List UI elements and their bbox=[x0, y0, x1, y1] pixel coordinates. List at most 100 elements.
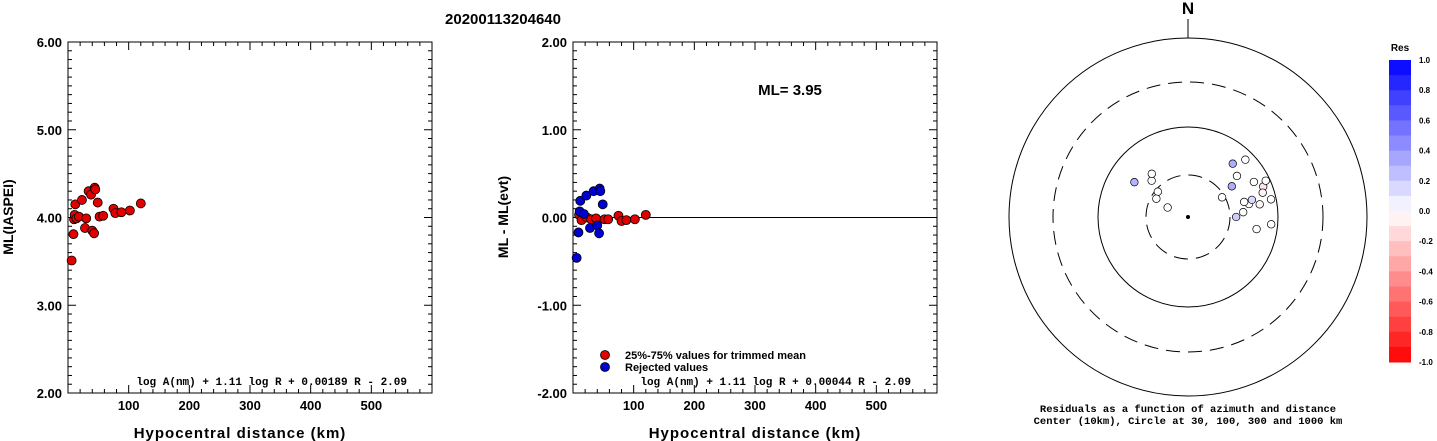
data-point bbox=[116, 207, 127, 218]
colorbar-tick-label: -0.4 bbox=[1419, 267, 1433, 276]
data-points-2 bbox=[571, 183, 651, 263]
data-point bbox=[603, 214, 614, 225]
colorbar-cell bbox=[1389, 301, 1411, 318]
colorbar-cell bbox=[1389, 256, 1411, 272]
colorbar: Res 1.0 0.8 0.6 0.4 0.2 0.0 -0.2 -0.4 -0.6 -0.8 -1… bbox=[1389, 43, 1433, 367]
colorbar-title: Res bbox=[1391, 43, 1410, 54]
colorbar-cell bbox=[1389, 120, 1411, 136]
colorbar-tick-label: 0.2 bbox=[1419, 177, 1431, 186]
x-axis-label-1: Hypocentral distance (km) bbox=[134, 425, 347, 441]
colorbar-cell bbox=[1389, 75, 1411, 91]
data-point bbox=[92, 197, 103, 208]
north-label: N bbox=[1182, 0, 1194, 18]
data-point bbox=[640, 209, 651, 220]
colorbar-cell bbox=[1389, 135, 1411, 152]
station-marker bbox=[1153, 187, 1162, 196]
data-point bbox=[629, 214, 640, 225]
station-marker bbox=[1232, 171, 1242, 181]
colorbar-tick-label: -1.0 bbox=[1419, 358, 1433, 367]
station-points bbox=[1130, 155, 1276, 234]
polar-caption-2: Center (10km), Circle at 30, 100, 300 an… bbox=[1034, 416, 1343, 428]
chart-title: 20200113204640 bbox=[445, 11, 561, 28]
panel-residual-vs-distance: 100 200 300 400 500 2.00 1.00 0.00 -1.00 -2.00 ML… bbox=[495, 35, 938, 441]
colorbar-cell bbox=[1389, 211, 1411, 227]
axis-ticks-1: 100 200 300 400 500 6.00 5.00 4.00 3.00 2.00 bbox=[37, 35, 433, 413]
x-tick-label: 500 bbox=[360, 398, 382, 413]
legend-marker-trimmed bbox=[600, 350, 610, 360]
ml-value-label: ML= 3.95 bbox=[758, 82, 822, 99]
colorbar-cell bbox=[1389, 271, 1411, 287]
x-tick-label: 100 bbox=[623, 398, 645, 413]
colorbar-cell bbox=[1389, 90, 1411, 106]
plot-frame-1 bbox=[67, 41, 433, 394]
x-tick-label: 400 bbox=[805, 398, 827, 413]
colorbar-ticks: 1.0 0.8 0.6 0.4 0.2 0.0 -0.2 -0.4 -0.6 -0.8 -1.0 bbox=[1419, 56, 1433, 367]
station-marker bbox=[1241, 155, 1250, 164]
data-point bbox=[66, 255, 77, 266]
y-tick-label: 5.00 bbox=[37, 123, 62, 138]
data-point bbox=[573, 227, 584, 238]
y-tick-label: -1.00 bbox=[537, 298, 567, 313]
station-marker bbox=[1249, 177, 1259, 187]
colorbar-tick-label: 1.0 bbox=[1419, 56, 1431, 65]
colorbar-cell bbox=[1389, 105, 1411, 121]
colorbar-cell bbox=[1389, 331, 1411, 348]
colorbar-tick-label: 0.8 bbox=[1419, 86, 1431, 95]
x-tick-label: 400 bbox=[300, 398, 322, 413]
ring-300km bbox=[1052, 81, 1324, 353]
data-point bbox=[135, 198, 146, 209]
data-points-1 bbox=[66, 182, 146, 266]
legend-marker-rejected bbox=[600, 362, 610, 372]
x-axis-label-2: Hypocentral distance (km) bbox=[649, 425, 862, 441]
colorbar-cell bbox=[1389, 180, 1411, 197]
x-tick-label: 200 bbox=[178, 398, 200, 413]
station-marker bbox=[1247, 195, 1257, 205]
colorbar-cell bbox=[1389, 195, 1411, 212]
legend-label-rejected: Rejected values bbox=[625, 362, 708, 374]
ring-100km bbox=[1097, 126, 1279, 308]
data-point bbox=[98, 210, 109, 221]
station-marker bbox=[1217, 193, 1227, 202]
data-point bbox=[77, 195, 87, 205]
data-point bbox=[592, 220, 603, 231]
colorbar-cell bbox=[1389, 241, 1411, 257]
y-tick-label: -2.00 bbox=[537, 386, 567, 401]
station-marker bbox=[1261, 176, 1270, 185]
colorbar-tick-label: -0.2 bbox=[1419, 237, 1433, 246]
station-marker bbox=[1239, 208, 1248, 217]
colorbar-cell bbox=[1389, 226, 1411, 242]
y-tick-label: 2.00 bbox=[542, 35, 567, 50]
data-point bbox=[81, 213, 92, 224]
data-point bbox=[597, 199, 608, 210]
colorbar-cell bbox=[1389, 346, 1411, 363]
station-marker bbox=[1228, 159, 1237, 168]
station-marker bbox=[1267, 220, 1276, 229]
formula-1: log A(nm) + 1.11 log R + 0.00189 R - 2.0… bbox=[136, 377, 407, 389]
ring-1000km bbox=[1008, 37, 1368, 397]
formula-2: log A(nm) + 1.11 log R + 0.00044 R - 2.0… bbox=[640, 377, 911, 389]
epicenter bbox=[1186, 215, 1190, 219]
x-tick-label: 100 bbox=[118, 398, 140, 413]
y-tick-label: 4.00 bbox=[37, 211, 62, 226]
data-point bbox=[579, 209, 589, 219]
station-marker bbox=[1130, 178, 1139, 187]
station-marker bbox=[1240, 197, 1249, 207]
colorbar-cell bbox=[1389, 60, 1411, 76]
station-marker bbox=[1227, 182, 1236, 191]
station-marker bbox=[1255, 200, 1264, 209]
station-marker bbox=[1252, 224, 1261, 234]
panel-polar-residuals: N Residuals as a function of azimuth and… bbox=[1008, 0, 1368, 428]
ring-30km bbox=[1145, 174, 1231, 260]
y-tick-label: 1.00 bbox=[542, 123, 567, 138]
y-tick-label: 3.00 bbox=[37, 298, 62, 313]
colorbar-cell bbox=[1389, 165, 1411, 182]
station-marker bbox=[1266, 195, 1276, 204]
data-point bbox=[581, 190, 592, 201]
colorbar-cells bbox=[1389, 60, 1411, 363]
legend-label-trimmed: 25%-75% values for trimmed mean bbox=[625, 350, 806, 362]
colorbar-cell bbox=[1389, 150, 1411, 167]
data-point bbox=[90, 184, 101, 195]
data-point bbox=[89, 228, 99, 239]
distance-rings bbox=[1008, 37, 1368, 397]
